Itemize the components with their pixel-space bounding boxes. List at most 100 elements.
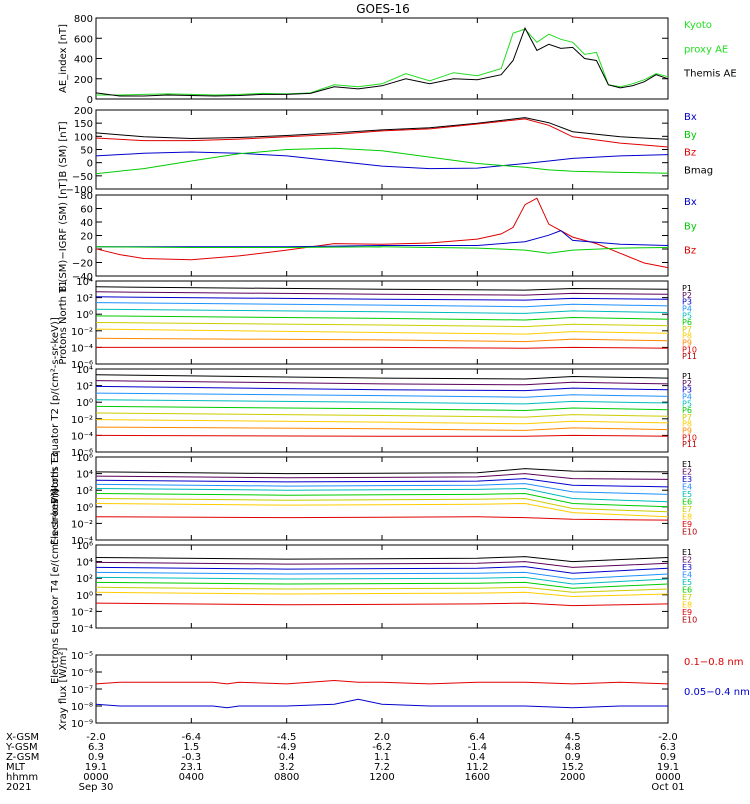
y-tick-label: 0 xyxy=(87,245,93,256)
legend-entry: E9 xyxy=(682,520,692,529)
legend-entry: P4 xyxy=(682,304,692,313)
y-tick-label: 100 xyxy=(74,132,93,143)
year-label: 2021 xyxy=(6,782,31,793)
series-line-6-5 xyxy=(95,492,669,508)
ephemeris-value: 0800 xyxy=(274,772,299,783)
series-line-5-9 xyxy=(95,434,669,437)
legend-entry: P5 xyxy=(682,311,692,320)
legend-entry: Bx xyxy=(684,197,697,208)
ephemeris-row-label: Y-GSM xyxy=(5,742,38,753)
y-axis-label: Electrons Equator T4 [e/(cm²-s-sr-keV)] xyxy=(50,489,61,684)
series-line-1-0 xyxy=(96,28,669,96)
ephemeris-value: 2.0 xyxy=(374,732,390,743)
series-line-4-4 xyxy=(95,308,669,314)
legend-entry: E1 xyxy=(682,460,692,469)
legend-entry: E2 xyxy=(682,468,692,477)
y-tick-label: 10⁴ xyxy=(76,558,93,569)
series-line-3-2 xyxy=(95,246,669,254)
ephemeris-value: -2.0 xyxy=(658,732,678,743)
series-line-4-6 xyxy=(95,322,669,328)
ephemeris-value: 1.1 xyxy=(374,752,390,763)
y-axis-label: B (SM) [nT] xyxy=(58,121,69,177)
y-tick-label: 10⁻⁶ xyxy=(71,360,93,371)
y-tick-label: 10⁻⁶ xyxy=(71,668,93,679)
panel-frame-7 xyxy=(95,544,669,629)
ephemeris-value: 23.1 xyxy=(180,762,202,773)
series-line-5-1 xyxy=(95,380,669,386)
ephemeris-row-label: hhmm xyxy=(6,772,38,783)
legend-entry: E6 xyxy=(682,586,692,595)
legend-entry: P11 xyxy=(682,352,697,361)
series-line-7-8 xyxy=(95,602,669,607)
ephemeris-value: 0.4 xyxy=(279,752,295,763)
series-line-5-4 xyxy=(95,399,669,405)
y-axis-label: Xray flux [W/m²] xyxy=(58,648,69,731)
legend-entry: P2 xyxy=(682,291,692,300)
legend-entry: By xyxy=(684,221,697,232)
legend-entry: P2 xyxy=(682,379,692,388)
y-tick-label: 10⁻⁴ xyxy=(71,624,93,635)
y-tick-label: 10⁻⁴ xyxy=(71,431,93,442)
y-tick-label: −20 xyxy=(72,259,93,270)
series-line-2-1 xyxy=(95,118,669,148)
ephemeris-value: 0400 xyxy=(179,772,204,783)
series-line-7-5 xyxy=(95,581,669,589)
legend-entry: P9 xyxy=(682,339,692,348)
series-line-6-7 xyxy=(95,502,669,518)
y-tick-label: 10⁻² xyxy=(71,415,93,426)
ephemeris-value: -6.2 xyxy=(372,742,392,753)
ephemeris-value: 6.3 xyxy=(660,742,676,753)
y-tick-label: 10² xyxy=(76,574,93,585)
legend-entry: proxy AE xyxy=(684,44,728,55)
legend-entry: P7 xyxy=(682,413,692,422)
legend-entry: Bx xyxy=(684,112,697,123)
series-line-5-2 xyxy=(95,385,669,392)
series-line-4-8 xyxy=(95,337,669,343)
y-tick-label: 10⁻² xyxy=(71,519,93,530)
series-line-6-4 xyxy=(95,487,669,503)
y-tick-label: 10⁶ xyxy=(76,541,93,552)
y-tick-label: 400 xyxy=(74,55,93,66)
legend-entry: E5 xyxy=(682,578,692,587)
series-line-5-0 xyxy=(95,374,669,380)
ephemeris-value: 0000 xyxy=(83,772,108,783)
legend-entry: P4 xyxy=(682,392,692,401)
legend-entry: By xyxy=(684,130,697,141)
legend-entry: E10 xyxy=(682,616,697,625)
y-tick-label: 10⁰ xyxy=(76,503,93,514)
ephemeris-value: 19.1 xyxy=(85,762,107,773)
legend-entry: E5 xyxy=(682,490,692,499)
panel-frame-8 xyxy=(95,654,669,724)
legend-entry: E2 xyxy=(682,556,692,565)
y-tick-label: 80 xyxy=(80,191,93,202)
y-tick-label: 10⁰ xyxy=(76,398,93,409)
ephemeris-value: 4.5 xyxy=(565,732,581,743)
series-line-7-7 xyxy=(95,591,669,598)
ephemeris-value: 0.9 xyxy=(88,752,104,763)
y-axis-label: Protons North T1 xyxy=(58,280,69,364)
y-tick-label: 10⁴ xyxy=(76,365,93,376)
series-line-4-2 xyxy=(95,296,669,301)
plot-title: GOES-16 xyxy=(356,2,410,16)
y-tick-label: 10² xyxy=(76,382,93,393)
series-line-8-1 xyxy=(95,698,668,709)
legend-entry: E7 xyxy=(682,593,692,602)
ephemeris-value: -4.5 xyxy=(277,732,297,743)
legend-entry: E3 xyxy=(682,475,692,484)
y-tick-label: 10⁻⁸ xyxy=(71,702,93,713)
y-tick-label: 10² xyxy=(76,486,93,497)
legend-entry: E6 xyxy=(682,498,692,507)
y-tick-label: 60 xyxy=(80,205,93,216)
ephemeris-value: 15.2 xyxy=(562,762,584,773)
y-axis-label: AE_index [nT] xyxy=(58,24,69,93)
series-line-8-0 xyxy=(95,679,669,685)
series-line-6-3 xyxy=(95,483,669,495)
series-line-4-9 xyxy=(96,346,669,349)
ephemeris-value: 19.1 xyxy=(657,762,679,773)
y-tick-label: 40 xyxy=(80,218,93,229)
series-line-5-8 xyxy=(95,426,669,431)
legend-entry: P10 xyxy=(682,433,697,442)
y-axis-label: Electrons North T3 xyxy=(50,452,61,545)
legend-entry: P7 xyxy=(682,325,692,334)
series-line-4-1 xyxy=(95,291,669,296)
